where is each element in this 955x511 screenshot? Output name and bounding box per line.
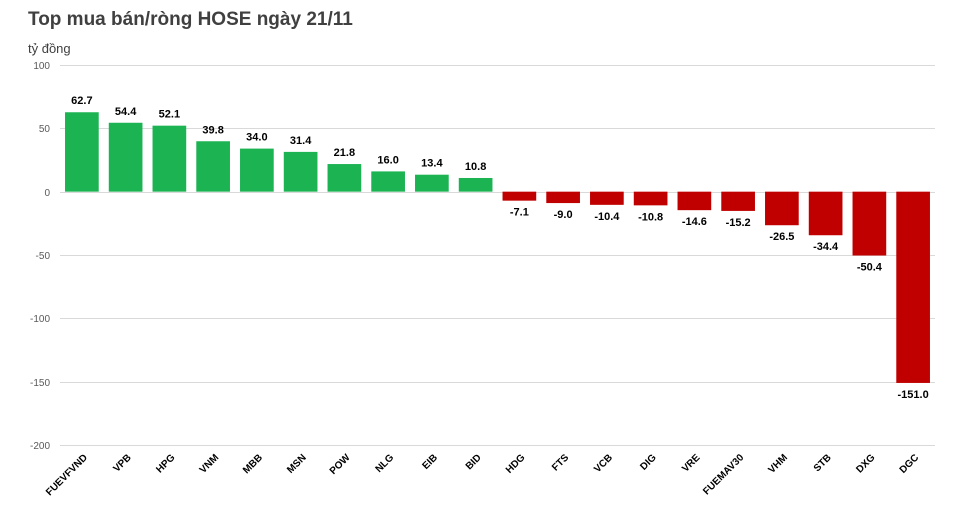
data-label: -34.4 <box>813 241 839 253</box>
y-tick-label: 100 <box>33 61 50 72</box>
data-labels: 62.7 54.4 52.1 39.8 34.0 31.4 21.8 16.0 13.4 10.8… <box>71 95 929 401</box>
bar-bid <box>458 177 493 192</box>
bar-msn <box>283 151 318 192</box>
data-label: 34.0 <box>246 132 267 144</box>
x-tick-label: FUEMAV30 <box>701 452 746 497</box>
bar-vnm <box>196 141 230 192</box>
x-tick-label: VPB <box>111 452 133 474</box>
x-tick-label: BID <box>464 452 484 472</box>
x-tick-label: FUEVFVND <box>44 452 90 498</box>
x-tick-label: FTS <box>550 452 571 473</box>
y-tick-label: -150 <box>30 378 50 389</box>
chart-title: Top mua bán/ròng HOSE ngày 21/11 <box>28 9 353 30</box>
bar-dxg <box>852 191 887 256</box>
x-tick-label: VNM <box>198 452 222 476</box>
y-tick-label: -100 <box>30 314 50 325</box>
bar-vcb <box>590 191 624 205</box>
x-tick-label: DGC <box>898 452 922 476</box>
data-label: 54.4 <box>115 106 137 118</box>
bar-fts <box>546 191 580 204</box>
x-tick-label: VRE <box>680 452 703 475</box>
data-label: 62.7 <box>71 95 92 107</box>
data-label: 21.8 <box>334 147 355 159</box>
bar-vpb <box>108 122 143 192</box>
y-tick-label: -50 <box>36 251 51 262</box>
bar-pow <box>327 164 362 192</box>
y-tick-label: -200 <box>30 441 50 452</box>
x-tick-label: POW <box>328 452 353 477</box>
data-label: -10.4 <box>594 211 620 223</box>
x-tick-label: DXG <box>854 452 877 475</box>
x-tick-label: VCB <box>592 452 615 475</box>
x-tick-label: HPG <box>154 452 177 475</box>
x-tick-label: STB <box>812 452 834 474</box>
bar-hpg <box>152 125 187 192</box>
bar-dig <box>633 191 668 206</box>
data-label: -9.0 <box>554 209 573 221</box>
x-tick-label: EIB <box>420 452 440 472</box>
y-axis-ticks: 100 50 0 -50 -100 -150 -200 <box>30 61 50 452</box>
data-label: -26.5 <box>769 231 794 243</box>
data-label: 16.0 <box>377 154 398 166</box>
gridlines <box>60 65 935 446</box>
data-label: -50.4 <box>857 262 883 274</box>
data-label: 39.8 <box>202 124 223 136</box>
x-tick-label: MBB <box>241 452 265 476</box>
x-tick-label: MSN <box>285 452 309 476</box>
x-tick-label: VHM <box>766 452 790 476</box>
bar-hdg <box>502 191 537 201</box>
data-label: -151.0 <box>898 389 929 401</box>
y-tick-label: 50 <box>39 124 51 135</box>
x-tick-label: DIG <box>638 452 659 473</box>
data-label: -15.2 <box>726 217 751 229</box>
y-axis-unit-label: tỷ đồng <box>28 41 71 56</box>
bar-eib <box>415 174 449 192</box>
bar-stb <box>808 191 843 236</box>
data-label: -14.6 <box>682 216 707 228</box>
data-label: 10.8 <box>465 161 486 173</box>
data-label: -7.1 <box>510 207 529 219</box>
bar-dgc <box>896 191 930 383</box>
bars <box>65 112 930 383</box>
x-tick-label: NLG <box>374 452 397 475</box>
bar-mbb <box>240 148 274 192</box>
bar-nlg <box>371 171 405 192</box>
data-label: 31.4 <box>290 135 312 147</box>
bar-fuevfvnd <box>65 112 99 192</box>
bar-vre <box>677 191 712 211</box>
data-label: 52.1 <box>159 109 180 121</box>
bar-fuemav30 <box>721 191 755 211</box>
data-label: 13.4 <box>421 158 443 170</box>
data-label: -10.8 <box>638 211 663 223</box>
x-axis-ticks: FUEVFVND VPB HPG VNM MBB MSN POW NLG EIB BID HDG FT… <box>44 452 921 498</box>
bar-vhm <box>765 191 799 226</box>
y-tick-label: 0 <box>44 188 50 199</box>
x-tick-label: HDG <box>504 452 528 476</box>
